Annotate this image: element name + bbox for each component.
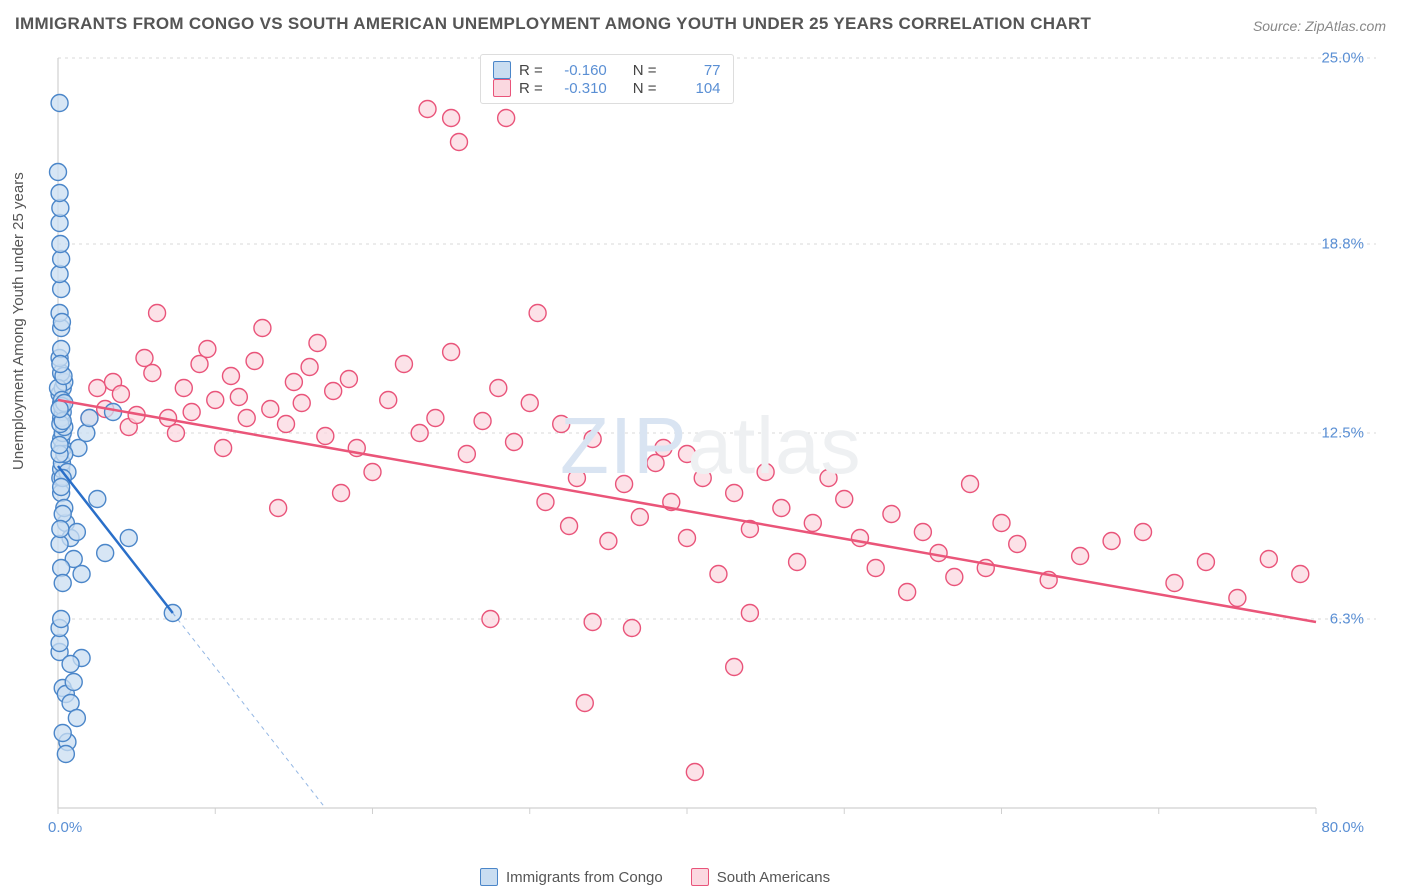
chart-title: IMMIGRANTS FROM CONGO VS SOUTH AMERICAN … <box>15 14 1091 34</box>
stats-row-pink: R = -0.310 N = 104 <box>493 79 721 97</box>
chart-svg <box>48 48 1376 838</box>
y-axis-label: Unemployment Among Youth under 25 years <box>10 172 27 470</box>
swatch-pink <box>493 79 511 97</box>
r-value-pink: -0.310 <box>551 80 607 97</box>
stats-row-blue: R = -0.160 N = 77 <box>493 61 721 79</box>
swatch-blue <box>493 61 511 79</box>
plot-area: 6.3% 12.5% 18.8% 25.0% 0.0% 80.0% <box>48 48 1376 838</box>
r-label: R = <box>519 80 543 97</box>
legend-label-blue: Immigrants from Congo <box>506 869 663 886</box>
n-value-blue: 77 <box>665 62 721 79</box>
r-value-blue: -0.160 <box>551 62 607 79</box>
swatch-pink <box>691 868 709 886</box>
r-label: R = <box>519 62 543 79</box>
legend-item-pink: South Americans <box>691 868 830 886</box>
x-tick-label: 0.0% <box>48 819 82 836</box>
y-tick-label: 18.8% <box>1321 236 1364 253</box>
n-label: N = <box>633 80 657 97</box>
source-label: Source: ZipAtlas.com <box>1253 18 1386 34</box>
legend-item-blue: Immigrants from Congo <box>480 868 663 886</box>
x-tick-label: 80.0% <box>1321 819 1364 836</box>
n-value-pink: 104 <box>665 80 721 97</box>
series-legend: Immigrants from Congo South Americans <box>480 868 830 886</box>
n-label: N = <box>633 62 657 79</box>
y-tick-label: 25.0% <box>1321 50 1364 67</box>
legend-label-pink: South Americans <box>717 869 830 886</box>
stats-legend: R = -0.160 N = 77 R = -0.310 N = 104 <box>480 54 734 104</box>
y-tick-label: 12.5% <box>1321 425 1364 442</box>
y-tick-label: 6.3% <box>1330 611 1364 628</box>
swatch-blue <box>480 868 498 886</box>
